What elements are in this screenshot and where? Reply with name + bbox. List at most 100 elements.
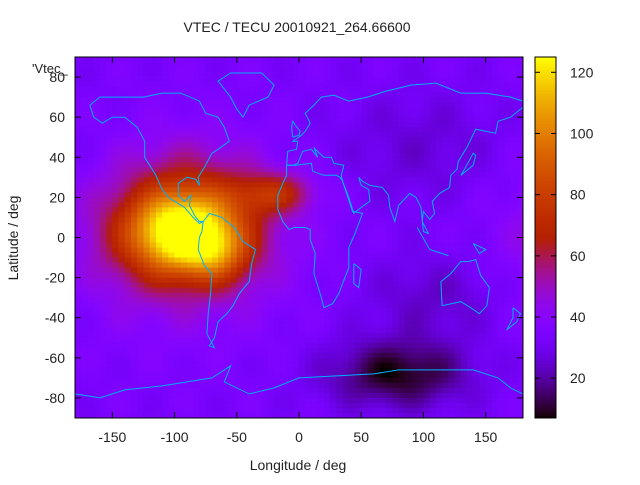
heatmap-cell xyxy=(404,152,412,158)
heatmap-cell xyxy=(218,342,225,349)
heatmap-cell xyxy=(75,327,82,334)
heatmap-cell xyxy=(155,347,163,354)
heatmap-cell xyxy=(236,322,244,329)
heatmap-cell xyxy=(243,272,250,279)
heatmap-cell xyxy=(417,237,424,243)
heatmap-cell xyxy=(305,97,312,103)
heatmap-cell xyxy=(423,62,431,68)
heatmap-cell xyxy=(143,57,151,63)
heatmap-cell xyxy=(491,267,499,273)
heatmap-cell xyxy=(292,197,300,203)
heatmap-cell xyxy=(224,117,231,123)
heatmap-cell xyxy=(373,177,381,183)
heatmap-cell xyxy=(280,277,287,284)
heatmap-cell xyxy=(205,287,213,294)
heatmap-cell xyxy=(137,402,144,409)
heatmap-cell xyxy=(162,342,169,349)
heatmap-cell xyxy=(168,272,175,279)
heatmap-cell xyxy=(292,97,300,103)
heatmap-cell xyxy=(398,172,406,178)
heatmap-cell xyxy=(211,307,219,314)
heatmap-cell xyxy=(392,212,399,218)
heatmap-cell xyxy=(417,162,424,168)
heatmap-cell xyxy=(243,237,250,243)
heatmap-cell xyxy=(491,202,499,208)
heatmap-cell xyxy=(498,392,505,399)
heatmap-cell xyxy=(267,157,275,163)
heatmap-cell xyxy=(280,197,287,203)
heatmap-cell xyxy=(143,127,151,133)
heatmap-cell xyxy=(510,387,518,394)
heatmap-cell xyxy=(93,342,101,349)
heatmap-cell xyxy=(454,342,462,349)
heatmap-cell xyxy=(261,207,269,213)
heatmap-cell xyxy=(379,212,387,218)
heatmap-cell xyxy=(286,287,294,294)
heatmap-cell xyxy=(75,72,82,78)
heatmap-cell xyxy=(336,167,343,173)
heatmap-cell xyxy=(454,157,462,163)
heatmap-cell xyxy=(435,292,443,299)
heatmap-cell xyxy=(498,332,505,339)
heatmap-cell xyxy=(479,177,487,183)
heatmap-cell xyxy=(373,172,381,178)
heatmap-cell xyxy=(155,362,163,369)
heatmap-cell xyxy=(460,282,468,289)
heatmap-cell xyxy=(155,337,163,344)
heatmap-cell xyxy=(305,322,312,329)
heatmap-cell xyxy=(106,192,113,198)
heatmap-cell xyxy=(429,127,437,133)
heatmap-cell xyxy=(342,137,350,143)
heatmap-cell xyxy=(330,277,337,284)
heatmap-cell xyxy=(392,157,399,163)
heatmap-cell xyxy=(417,172,424,178)
heatmap-cell xyxy=(491,132,499,138)
heatmap-cell xyxy=(218,247,225,253)
heatmap-cell xyxy=(218,367,225,374)
heatmap-cell xyxy=(205,172,213,178)
heatmap-cell xyxy=(162,372,169,379)
heatmap-cell xyxy=(243,317,250,324)
heatmap-cell xyxy=(168,132,175,138)
heatmap-cell xyxy=(417,117,424,123)
heatmap-cell xyxy=(417,142,424,148)
heatmap-cell xyxy=(386,312,393,319)
heatmap-cell xyxy=(336,307,343,314)
heatmap-cell xyxy=(348,297,356,304)
heatmap-cell xyxy=(106,232,113,238)
heatmap-cell xyxy=(473,147,480,153)
heatmap-cell xyxy=(243,177,250,183)
heatmap-cell xyxy=(230,347,238,354)
heatmap-cell xyxy=(467,372,474,379)
heatmap-cell xyxy=(485,362,493,369)
heatmap-cell xyxy=(143,237,151,243)
heatmap-cell xyxy=(124,202,132,208)
heatmap-cell xyxy=(379,162,387,168)
heatmap-cell xyxy=(143,327,151,334)
heatmap-cell xyxy=(510,257,518,263)
heatmap-cell xyxy=(429,67,437,73)
heatmap-cell xyxy=(485,132,493,138)
heatmap-cell xyxy=(224,222,231,228)
heatmap-cell xyxy=(348,302,356,309)
heatmap-cell xyxy=(504,267,511,273)
heatmap-cell xyxy=(243,397,250,404)
heatmap-cell xyxy=(411,337,418,344)
heatmap-cell xyxy=(236,377,244,384)
heatmap-cell xyxy=(491,192,499,198)
heatmap-cell xyxy=(162,272,169,279)
heatmap-cell xyxy=(317,87,325,93)
heatmap-cell xyxy=(498,307,505,314)
heatmap-cell xyxy=(286,377,294,384)
heatmap-cell xyxy=(267,357,275,364)
heatmap-cell xyxy=(224,402,231,409)
heatmap-cell xyxy=(162,292,169,299)
heatmap-cell xyxy=(187,292,194,299)
heatmap-cell xyxy=(243,392,250,399)
heatmap-cell xyxy=(143,192,151,198)
heatmap-cell xyxy=(491,182,499,188)
heatmap-cell xyxy=(342,347,350,354)
heatmap-cell xyxy=(236,402,244,409)
heatmap-cell xyxy=(510,307,518,314)
heatmap-cell xyxy=(230,257,238,263)
